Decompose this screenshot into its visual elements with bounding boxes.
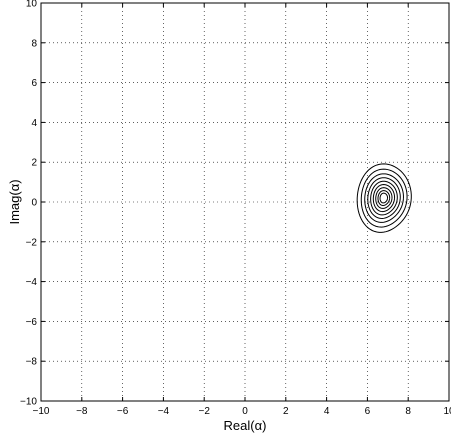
x-axis-label: Real(α) xyxy=(224,418,267,433)
x-tick-label: 6 xyxy=(365,406,371,417)
y-tick-label: −4 xyxy=(26,277,38,288)
x-tick-label: 0 xyxy=(242,406,248,417)
x-tick-label: 2 xyxy=(283,406,289,417)
grid xyxy=(41,3,449,401)
contour-line xyxy=(360,168,408,228)
contour-line xyxy=(356,163,412,233)
y-tick-label: 10 xyxy=(26,0,38,10)
contour-lines xyxy=(356,163,412,233)
x-tick-label: −10 xyxy=(33,406,50,417)
contour-line xyxy=(367,177,401,219)
y-axis-label: Imag(α) xyxy=(7,179,22,224)
x-tick-labels: −10 −8 −6 −4 −2 0 2 4 6 8 10 xyxy=(33,406,451,417)
y-tick-label: −6 xyxy=(26,317,38,328)
y-tick-label: 2 xyxy=(31,158,37,169)
y-tick-label: 6 xyxy=(31,78,37,89)
y-tick-label: 4 xyxy=(31,118,37,129)
contour-line xyxy=(375,187,393,209)
y-tick-labels: −10 −8 −6 −4 −2 0 2 4 6 8 10 xyxy=(20,0,37,408)
y-tick-label: 0 xyxy=(31,198,37,209)
x-tick-label: −6 xyxy=(117,406,129,417)
contour-line xyxy=(364,173,404,223)
y-tick-label: −10 xyxy=(20,397,37,408)
x-tick-label: −2 xyxy=(198,406,210,417)
contour-line xyxy=(379,192,389,204)
ticks xyxy=(40,2,450,402)
y-tick-label: −8 xyxy=(26,357,38,368)
contour-line xyxy=(377,190,391,206)
x-tick-label: −8 xyxy=(76,406,88,417)
contour-line xyxy=(370,180,398,216)
y-tick-label: −2 xyxy=(26,237,38,248)
y-tick-label: 8 xyxy=(31,38,37,49)
x-tick-label: 10 xyxy=(443,406,451,417)
contour-line xyxy=(372,184,396,213)
x-tick-label: 4 xyxy=(324,406,330,417)
x-tick-label: 8 xyxy=(405,406,411,417)
x-tick-label: −4 xyxy=(158,406,170,417)
